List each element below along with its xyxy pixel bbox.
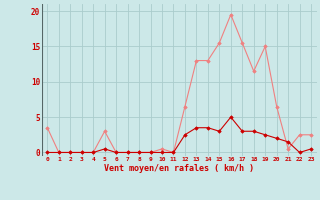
X-axis label: Vent moyen/en rafales ( km/h ): Vent moyen/en rafales ( km/h ) <box>104 164 254 173</box>
